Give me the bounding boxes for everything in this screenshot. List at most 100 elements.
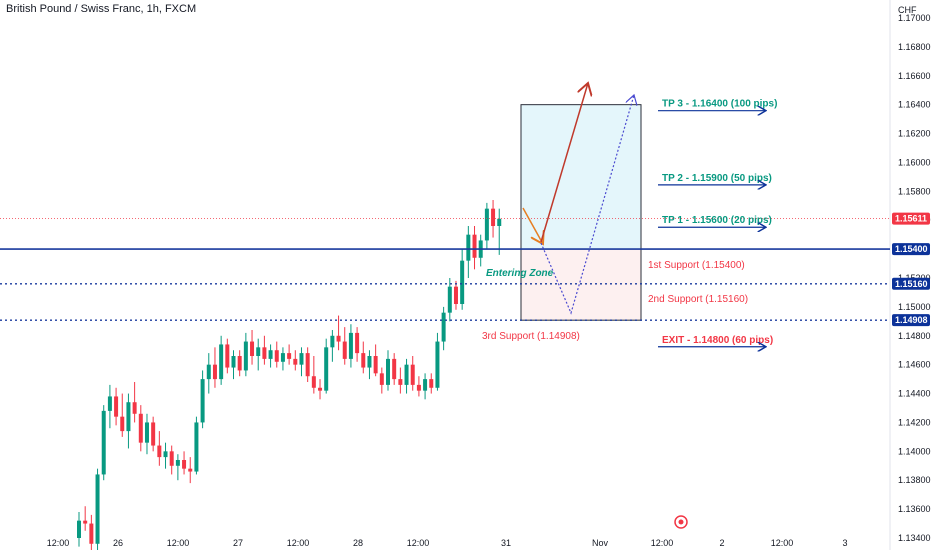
bullish-arrow xyxy=(540,83,588,243)
x-tick-label: Nov xyxy=(592,538,609,548)
candle-body xyxy=(330,335,335,348)
candle-body xyxy=(138,413,143,443)
candle-body xyxy=(163,451,168,458)
candle-body xyxy=(151,422,156,446)
candle-body xyxy=(182,460,187,469)
candle-body xyxy=(126,402,131,432)
candle-body xyxy=(107,396,112,411)
candle-body xyxy=(416,384,421,391)
current-price-tag: 1.15611 xyxy=(892,212,930,225)
support-label-1: 1st Support (1.15400) xyxy=(648,260,745,271)
profit-zone xyxy=(521,104,641,250)
candle-body xyxy=(367,356,372,368)
candle-body xyxy=(484,208,489,241)
candle-body xyxy=(386,358,390,385)
candle-body xyxy=(280,353,285,362)
candle-body xyxy=(410,364,415,385)
candle-body xyxy=(361,353,366,368)
y-tick-label: 1.17000 xyxy=(898,13,931,23)
y-tick-label: 1.14200 xyxy=(898,417,931,427)
target-label: EXIT - 1.14800 (60 pips) xyxy=(662,335,773,346)
candle-body xyxy=(256,347,261,356)
y-tick-label: 1.16000 xyxy=(898,157,931,167)
candle-body xyxy=(188,468,193,472)
y-tick-label: 1.16400 xyxy=(898,100,931,110)
candle-body xyxy=(472,234,477,258)
event-icon-dot xyxy=(678,519,684,525)
candle-body xyxy=(287,353,292,359)
candle-body xyxy=(225,344,230,368)
candle-body xyxy=(157,445,162,458)
candle-body xyxy=(355,332,360,354)
x-tick-label: 26 xyxy=(113,538,123,548)
candle-body xyxy=(398,379,403,385)
alternate-path-arrow xyxy=(540,95,634,315)
candle-body xyxy=(305,353,310,377)
candle-body xyxy=(324,347,329,391)
candle-body xyxy=(466,234,471,261)
candle-body xyxy=(101,410,106,475)
y-tick-label: 1.13600 xyxy=(898,504,931,514)
candle-body xyxy=(336,335,341,342)
candle-body xyxy=(83,520,88,524)
candle-body xyxy=(429,379,434,388)
svg-text:1.15400: 1.15400 xyxy=(895,244,928,254)
x-tick-label: 12:00 xyxy=(287,538,310,548)
target-label: TP 3 - 1.16400 (100 pips) xyxy=(662,99,777,110)
x-tick-label: 27 xyxy=(233,538,243,548)
candle-body xyxy=(348,332,353,359)
x-tick-label: 28 xyxy=(353,538,363,548)
candle-body xyxy=(392,358,397,380)
candle-body xyxy=(175,460,180,466)
candle-body xyxy=(497,218,502,226)
chart-title: British Pound / Swiss Franc, 1h, FXCM xyxy=(6,3,197,15)
candle-body xyxy=(373,356,378,374)
candle-body xyxy=(268,350,273,359)
target-label: TP 1 - 1.15600 (20 pips) xyxy=(662,215,772,226)
candle-body xyxy=(460,260,465,304)
support-label-3: 3rd Support (1.14908) xyxy=(482,331,580,342)
x-tick-label: 12:00 xyxy=(771,538,794,548)
candle-body xyxy=(441,312,446,342)
candle-body xyxy=(404,364,409,385)
x-tick-label: 12:00 xyxy=(407,538,430,548)
svg-text:1.15160: 1.15160 xyxy=(895,279,928,289)
y-tick-label: 1.14400 xyxy=(898,389,931,399)
candle-body xyxy=(200,379,205,423)
candle-body xyxy=(293,358,298,365)
y-tick-label: 1.14600 xyxy=(898,360,931,370)
y-tick-label: 1.16200 xyxy=(898,129,931,139)
candle-body xyxy=(318,387,323,391)
candle-body xyxy=(95,474,100,544)
candle-body xyxy=(77,520,81,538)
y-tick-label: 1.15000 xyxy=(898,302,931,312)
candle-body xyxy=(491,208,496,226)
candle-body xyxy=(132,402,137,414)
y-tick-label: 1.16600 xyxy=(898,71,931,81)
candle-body xyxy=(311,376,316,388)
candle-body xyxy=(144,422,149,443)
support-price-tag: 1.15400 xyxy=(892,243,930,256)
candle-body xyxy=(194,422,199,472)
risk-zone xyxy=(521,249,641,321)
x-tick-label: 12:00 xyxy=(651,538,674,548)
currency-label: CHF xyxy=(898,5,917,15)
candle-body xyxy=(212,364,217,380)
candle-body xyxy=(250,341,255,356)
support-price-tag: 1.15160 xyxy=(892,277,930,290)
y-tick-label: 1.13400 xyxy=(898,533,931,543)
entering-zone-label: Entering Zone xyxy=(486,268,554,279)
pullback-arrow xyxy=(522,207,543,244)
x-tick-label: 12:00 xyxy=(47,538,70,548)
y-tick-label: 1.16800 xyxy=(898,42,931,52)
candle-body xyxy=(299,353,304,365)
y-tick-label: 1.14800 xyxy=(898,331,931,341)
x-tick-label: 12:00 xyxy=(167,538,190,548)
target-label: TP 2 - 1.15900 (50 pips) xyxy=(662,173,772,184)
candle-body xyxy=(243,341,248,371)
candle-body xyxy=(219,344,224,380)
support-price-tag: 1.14908 xyxy=(892,314,930,327)
y-tick-label: 1.13800 xyxy=(898,475,931,485)
candle-body xyxy=(89,523,94,544)
